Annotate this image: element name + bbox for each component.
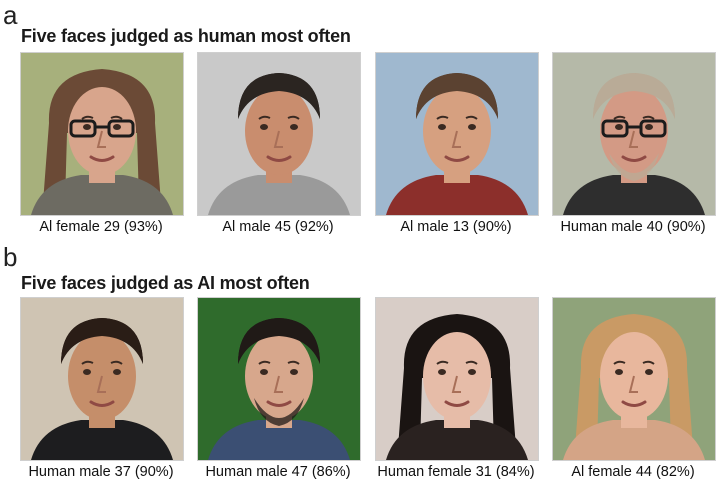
face-portrait-man-outdoor	[375, 52, 539, 216]
panel-title-a: Five faces judged as human most often	[21, 26, 351, 46]
face-portrait-man-short-hair	[197, 52, 361, 216]
face-portrait-man-mustache	[197, 297, 361, 461]
face-caption: Human male 47 (86%)	[205, 464, 351, 480]
face-caption: Al male 13 (90%)	[400, 219, 512, 235]
face-card: Al female 29 (93%)	[20, 52, 184, 242]
face-caption: Al female 44 (82%)	[571, 464, 695, 480]
face-card: Human male 40 (90%)	[552, 52, 716, 242]
panel-title-b: Five faces judged as AI most often	[21, 273, 310, 293]
panel-letter-a: a	[3, 0, 18, 30]
face-card: Human male 47 (86%)	[197, 297, 361, 487]
face-portrait-young-man-curly	[20, 297, 184, 461]
face-caption: Human male 37 (90%)	[28, 464, 174, 480]
face-card: Human male 37 (90%)	[20, 297, 184, 487]
face-caption: Human female 31 (84%)	[377, 464, 535, 480]
face-portrait-older-man-glasses	[552, 52, 716, 216]
face-card: Al female 44 (82%)	[552, 297, 716, 487]
face-card: Al male 45 (92%)	[197, 52, 361, 242]
face-card: Human female 31 (84%)	[375, 297, 539, 487]
panel-letter-b: b	[3, 242, 18, 272]
face-caption: Al male 45 (92%)	[222, 219, 334, 235]
face-portrait-woman-glasses	[20, 52, 184, 216]
face-portrait-woman-dark-hair	[375, 297, 539, 461]
face-card: Al male 13 (90%)	[375, 52, 539, 242]
face-caption: Human male 40 (90%)	[560, 219, 706, 235]
face-caption: Al female 29 (93%)	[39, 219, 163, 235]
face-portrait-woman-blonde	[552, 297, 716, 461]
